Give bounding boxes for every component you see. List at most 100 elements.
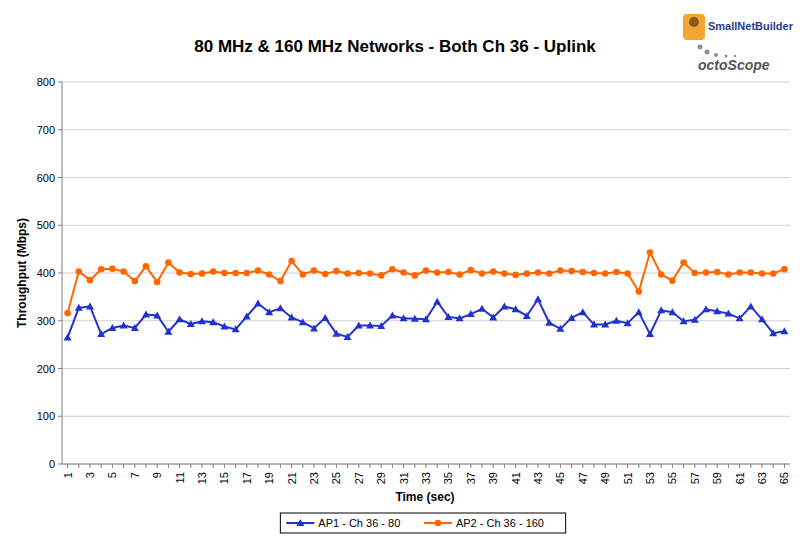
x-tick — [123, 464, 124, 468]
x-tick — [616, 464, 617, 468]
marker — [680, 317, 688, 324]
marker — [770, 270, 777, 277]
marker — [759, 270, 766, 277]
marker — [299, 318, 307, 325]
x-tick-label: 27 — [353, 472, 365, 484]
x-tick — [134, 464, 135, 468]
y-tick-label: 100 — [37, 410, 55, 422]
logo-dot — [698, 45, 703, 50]
x-tick-label: 1 — [62, 472, 74, 478]
marker — [658, 271, 665, 278]
marker — [468, 267, 475, 274]
marker — [635, 308, 643, 315]
x-tick-label: 41 — [510, 472, 522, 484]
x-tick — [706, 464, 707, 468]
x-tick-label: 5 — [106, 472, 118, 478]
x-tick — [560, 464, 561, 468]
x-tick — [672, 464, 673, 468]
grid-line — [62, 177, 790, 178]
marker — [344, 333, 352, 340]
logo-icon — [683, 14, 705, 40]
marker — [545, 319, 553, 326]
y-axis — [62, 82, 63, 464]
x-tick — [515, 464, 516, 468]
marker — [668, 308, 676, 315]
marker — [389, 266, 396, 273]
plot — [64, 249, 789, 340]
annotation: octoScope — [698, 57, 770, 73]
x-tick-label: 49 — [599, 472, 611, 484]
marker — [568, 314, 576, 321]
marker — [467, 310, 475, 317]
x-tick-label: 35 — [442, 472, 454, 484]
marker — [602, 270, 609, 277]
marker — [378, 272, 385, 279]
x-tick — [78, 464, 79, 468]
x-tick — [750, 464, 751, 468]
marker — [691, 316, 699, 323]
marker — [669, 277, 676, 284]
x-tick — [246, 464, 247, 468]
x-tick-label: 57 — [689, 472, 701, 484]
logos: SmallNetBuilder octoScope — [683, 14, 794, 73]
x-tick — [235, 464, 236, 468]
x-tick-label: 31 — [398, 472, 410, 484]
x-tick — [728, 464, 729, 468]
marker — [612, 317, 620, 324]
marker — [188, 271, 195, 278]
marker — [288, 313, 296, 320]
marker — [300, 271, 307, 278]
x-tick-label: 45 — [554, 472, 566, 484]
y-tick — [58, 129, 62, 130]
marker — [120, 268, 127, 275]
x-tick — [504, 464, 505, 468]
y-tick-label: 500 — [37, 219, 55, 231]
marker — [636, 288, 643, 295]
x-tick-label: 7 — [129, 472, 141, 478]
marker — [199, 270, 206, 277]
marker — [142, 311, 150, 318]
x-tick-label: 59 — [711, 472, 723, 484]
x-tick — [694, 464, 695, 468]
annotation: SmallNetBuilder — [708, 20, 794, 32]
marker — [435, 520, 442, 527]
marker — [747, 302, 755, 309]
marker — [591, 270, 598, 277]
marker — [568, 268, 575, 275]
x-tick-label: 39 — [487, 472, 499, 484]
marker — [265, 308, 273, 315]
marker — [680, 259, 687, 266]
x-tick — [179, 464, 180, 468]
x-tick — [336, 464, 337, 468]
marker — [154, 279, 161, 286]
marker — [748, 269, 755, 276]
marker — [556, 325, 564, 332]
marker — [400, 269, 407, 276]
marker — [131, 324, 139, 331]
marker — [64, 333, 72, 340]
x-tick-label: 17 — [241, 472, 253, 484]
x-tick — [202, 464, 203, 468]
marker — [412, 272, 419, 279]
marker — [367, 270, 374, 277]
x-tick — [403, 464, 404, 468]
marker — [433, 298, 441, 305]
y-tick — [58, 177, 62, 178]
x-tick-label: 33 — [420, 472, 432, 484]
x-tick — [605, 464, 606, 468]
x-tick — [302, 464, 303, 468]
x-tick-label: 63 — [756, 472, 768, 484]
marker — [332, 330, 340, 337]
x-tick — [381, 464, 382, 468]
y-tick-label: 200 — [37, 363, 55, 375]
x-tick — [627, 464, 628, 468]
marker — [434, 269, 441, 276]
marker — [388, 311, 396, 318]
grid-line — [62, 129, 790, 130]
marker — [703, 269, 710, 276]
x-tick-label: 13 — [196, 472, 208, 484]
marker — [355, 322, 363, 329]
grid-line — [62, 368, 790, 369]
marker — [276, 304, 284, 311]
logo-dot — [705, 50, 710, 55]
